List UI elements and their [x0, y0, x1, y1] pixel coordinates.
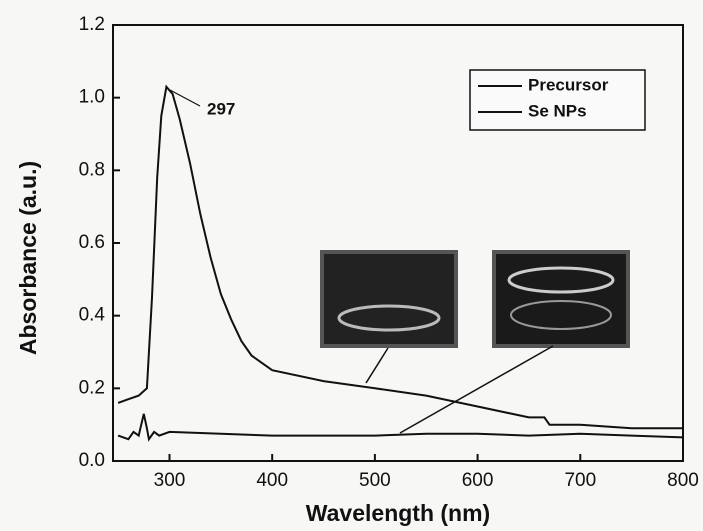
y-tick-label: 0.4 [79, 305, 106, 326]
y-tick-label: 0.2 [79, 377, 105, 398]
annotation: 297 [207, 99, 235, 118]
inset-photos [169, 89, 630, 434]
pointer-line [365, 347, 389, 384]
pointer-line [399, 345, 554, 434]
y-tick-label: 1.2 [79, 14, 105, 35]
x-tick-label: 400 [256, 470, 288, 491]
inset-glass [337, 304, 441, 332]
annotation-pointer [169, 89, 201, 107]
x-tick-label: 300 [154, 470, 186, 491]
inset-photo [492, 250, 630, 348]
inset-photo [320, 250, 458, 348]
y-tick-label: 0.0 [79, 450, 105, 471]
inset-glass [507, 266, 615, 294]
x-axis-title: Wavelength (nm) [306, 500, 490, 526]
x-tick-label: 700 [564, 470, 596, 491]
y-tick-label: 1.0 [79, 87, 105, 108]
y-tick-label: 0.6 [79, 232, 105, 253]
series-line [117, 84, 683, 430]
x-tick-label: 800 [667, 470, 699, 491]
series-line [117, 413, 684, 442]
legend-label: Precursor [528, 75, 609, 94]
inset-glass [510, 300, 612, 330]
x-tick-label: 500 [359, 470, 391, 491]
legend-box [469, 69, 646, 131]
legend-label: Se NPs [528, 101, 587, 120]
y-tick-label: 0.8 [79, 159, 105, 180]
y-axis-title: Absorbance (a.u.) [15, 161, 41, 355]
x-tick-label: 600 [462, 470, 494, 491]
